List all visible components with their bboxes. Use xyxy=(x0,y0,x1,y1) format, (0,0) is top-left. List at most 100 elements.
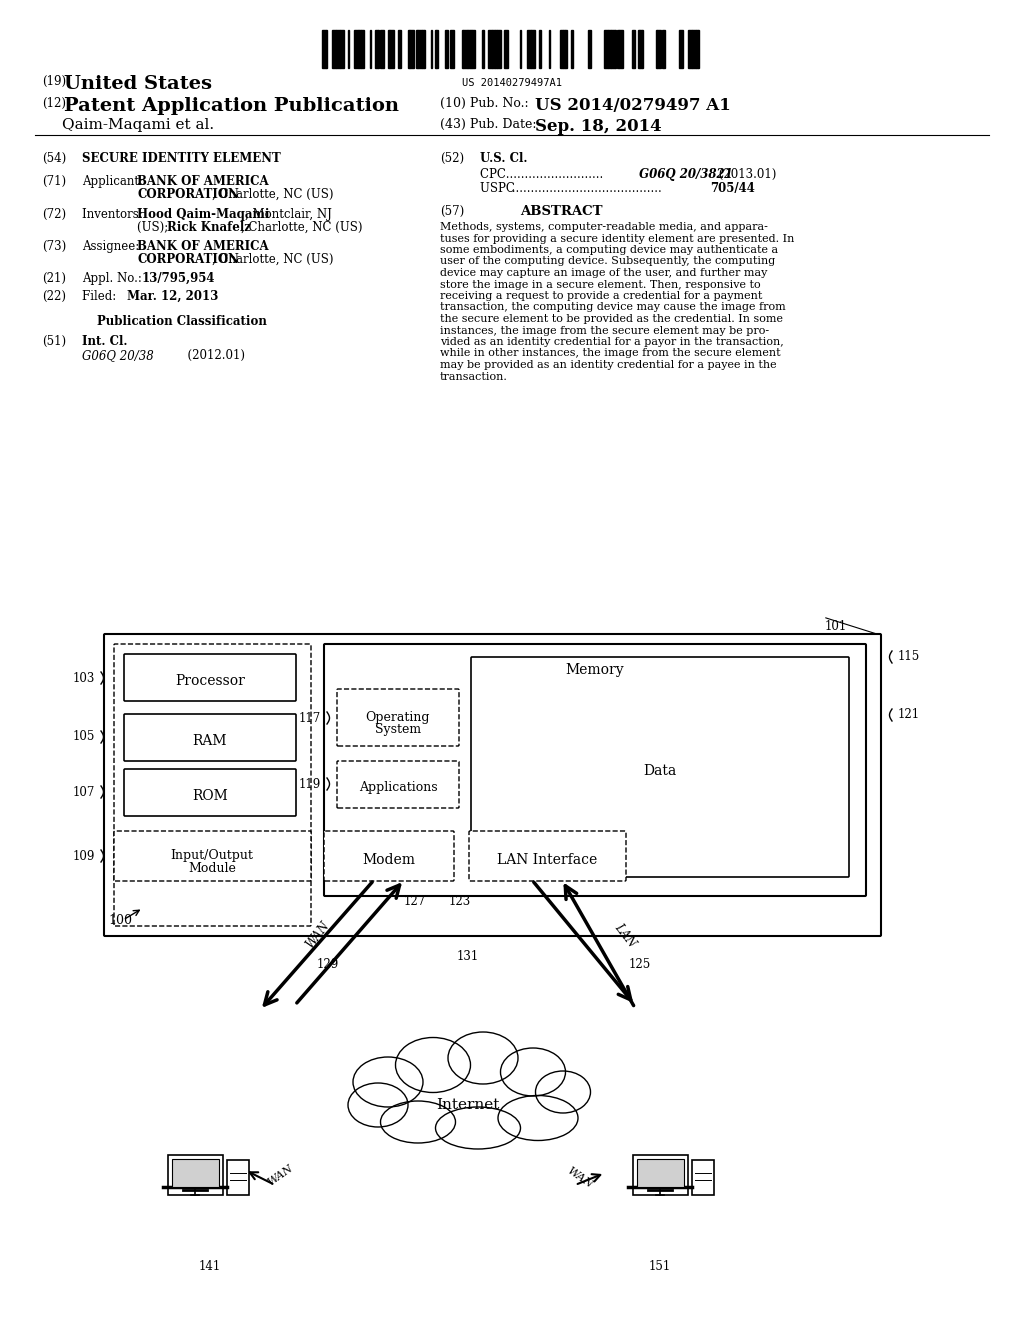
Text: U.S. Cl.: U.S. Cl. xyxy=(480,152,527,165)
Text: Applications: Applications xyxy=(358,781,437,795)
Bar xyxy=(463,30,467,69)
Text: Inventors:: Inventors: xyxy=(82,209,146,220)
Text: Filed:: Filed: xyxy=(82,290,128,304)
Text: (52): (52) xyxy=(440,152,464,165)
Ellipse shape xyxy=(395,1038,470,1093)
Text: transaction, the computing device may cause the image from: transaction, the computing device may ca… xyxy=(440,302,785,313)
Bar xyxy=(692,30,696,69)
Text: Publication Classification: Publication Classification xyxy=(97,315,267,327)
Bar xyxy=(531,30,535,69)
Text: US 2014/0279497 A1: US 2014/0279497 A1 xyxy=(535,96,731,114)
FancyBboxPatch shape xyxy=(124,714,296,762)
Text: , Charlotte, NC (US): , Charlotte, NC (US) xyxy=(212,253,334,267)
Bar xyxy=(422,30,424,69)
Bar xyxy=(563,30,565,69)
Text: the secure element to be provided as the credential. In some: the secure element to be provided as the… xyxy=(440,314,783,323)
Text: (43) Pub. Date:: (43) Pub. Date: xyxy=(440,117,537,131)
Text: Hood Qaim-Maqami: Hood Qaim-Maqami xyxy=(137,209,269,220)
Text: CPC: CPC xyxy=(480,168,510,181)
Text: Memory: Memory xyxy=(565,663,625,677)
Bar xyxy=(662,30,665,69)
Text: (54): (54) xyxy=(42,152,67,165)
Ellipse shape xyxy=(536,1071,591,1113)
FancyBboxPatch shape xyxy=(471,657,849,876)
Text: 121: 121 xyxy=(898,709,921,722)
Bar xyxy=(398,30,401,69)
Text: while in other instances, the image from the secure element: while in other instances, the image from… xyxy=(440,348,780,359)
FancyBboxPatch shape xyxy=(469,832,626,880)
Text: (21): (21) xyxy=(42,272,66,285)
Text: (2013.01): (2013.01) xyxy=(715,168,776,181)
Text: 123: 123 xyxy=(449,895,471,908)
Text: 115: 115 xyxy=(898,651,921,664)
Text: Sep. 18, 2014: Sep. 18, 2014 xyxy=(535,117,662,135)
Bar xyxy=(359,30,361,69)
Text: user of the computing device. Subsequently, the computing: user of the computing device. Subsequent… xyxy=(440,256,775,267)
Text: some embodiments, a computing device may authenticate a: some embodiments, a computing device may… xyxy=(440,246,778,255)
Bar xyxy=(450,30,454,69)
Text: 131: 131 xyxy=(457,950,479,964)
Text: 103: 103 xyxy=(73,672,95,685)
Bar xyxy=(436,30,438,69)
Ellipse shape xyxy=(381,1101,456,1143)
Text: ........................................: ........................................ xyxy=(508,182,662,195)
Text: BANK OF AMERICA: BANK OF AMERICA xyxy=(137,240,268,253)
Bar xyxy=(390,30,394,69)
Text: 107: 107 xyxy=(73,785,95,799)
Bar xyxy=(611,30,615,69)
Text: (72): (72) xyxy=(42,209,67,220)
Text: Input/Output: Input/Output xyxy=(171,850,253,862)
Text: WAN: WAN xyxy=(303,919,333,950)
Text: Operating: Operating xyxy=(366,710,430,723)
FancyBboxPatch shape xyxy=(114,832,311,880)
Ellipse shape xyxy=(435,1107,520,1148)
Text: CORPORATION: CORPORATION xyxy=(137,187,239,201)
Bar xyxy=(618,30,623,69)
Text: (22): (22) xyxy=(42,290,66,304)
FancyBboxPatch shape xyxy=(104,634,881,936)
Bar xyxy=(172,1159,219,1187)
FancyBboxPatch shape xyxy=(324,644,866,896)
Bar xyxy=(380,30,384,69)
Text: may be provided as an identity credential for a payee in the: may be provided as an identity credentia… xyxy=(440,360,776,370)
Bar xyxy=(418,30,422,69)
Bar xyxy=(604,30,608,69)
Text: 105: 105 xyxy=(73,730,95,743)
Bar xyxy=(588,30,591,69)
Text: WAN: WAN xyxy=(265,1163,295,1187)
Bar xyxy=(497,30,501,69)
Text: instances, the image from the secure element may be pro-: instances, the image from the secure ele… xyxy=(440,326,769,335)
Text: WAN: WAN xyxy=(565,1166,595,1191)
Bar xyxy=(410,30,414,69)
Text: 119: 119 xyxy=(299,777,321,791)
Bar xyxy=(608,30,611,69)
Text: System: System xyxy=(375,723,421,737)
Text: Appl. No.:: Appl. No.: xyxy=(82,272,145,285)
Text: Int. Cl.: Int. Cl. xyxy=(82,335,128,348)
Text: 101: 101 xyxy=(825,620,847,634)
Text: 129: 129 xyxy=(316,958,339,972)
FancyBboxPatch shape xyxy=(124,653,296,701)
Bar xyxy=(468,30,470,69)
Text: ABSTRACT: ABSTRACT xyxy=(520,205,602,218)
Text: store the image in a secure element. Then, responsive to: store the image in a secure element. The… xyxy=(440,280,761,289)
Text: receiving a request to provide a credential for a payment: receiving a request to provide a credent… xyxy=(440,290,763,301)
Bar xyxy=(492,30,495,69)
Text: tuses for providing a secure identity element are presented. In: tuses for providing a secure identity el… xyxy=(440,234,795,243)
Bar xyxy=(692,1160,714,1195)
Text: 705/44: 705/44 xyxy=(710,182,755,195)
Bar xyxy=(472,30,475,69)
Bar xyxy=(560,30,563,69)
Text: Internet: Internet xyxy=(436,1098,500,1111)
Text: US 20140279497A1: US 20140279497A1 xyxy=(462,78,562,88)
Text: , Montclair, NJ: , Montclair, NJ xyxy=(245,209,332,220)
Text: Patent Application Publication: Patent Application Publication xyxy=(63,96,399,115)
Bar xyxy=(637,1159,684,1187)
Bar xyxy=(375,30,378,69)
Text: LAN: LAN xyxy=(611,920,638,949)
Bar xyxy=(617,30,618,69)
Bar xyxy=(504,30,508,69)
FancyBboxPatch shape xyxy=(324,832,454,880)
Text: ROM: ROM xyxy=(193,789,228,803)
Bar xyxy=(227,1160,249,1195)
